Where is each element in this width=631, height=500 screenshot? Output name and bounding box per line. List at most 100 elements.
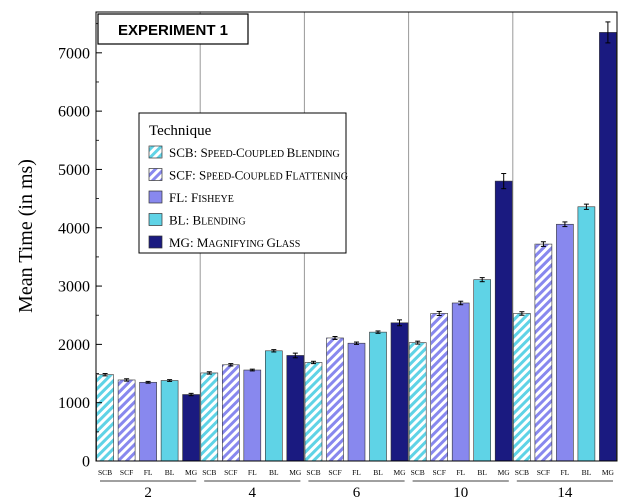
bars	[96, 32, 617, 462]
legend-label: BL: BLENDING	[169, 213, 246, 228]
bar-scf-14	[534, 243, 553, 462]
legend-item-fl: FL: FISHEYE	[148, 190, 234, 205]
legend-box	[138, 112, 347, 254]
bar-bl-10	[473, 279, 492, 462]
legend-swatch	[148, 190, 163, 204]
error-bar-scf-6	[332, 336, 338, 340]
error-bar-bl-4	[271, 349, 277, 353]
bar-fl-14	[556, 223, 574, 462]
bar-label-scb: SCB	[306, 468, 320, 477]
bar-label-mg: MG	[498, 468, 511, 477]
legend-label: FL: FISHEYE	[169, 190, 234, 205]
error-bar-mg-6	[397, 319, 402, 327]
legend-label: SCB: SPEED-COUPLED BLENDING	[169, 145, 340, 160]
error-bar-bl-14	[583, 203, 589, 210]
bar-label-bl: BL	[477, 468, 487, 477]
bar-scf-10	[430, 313, 449, 462]
bar-label-scb: SCB	[98, 468, 112, 477]
bar-label-bl: BL	[269, 468, 279, 477]
y-tick-label-4000: 4000	[58, 220, 90, 237]
bar-scb-6	[304, 362, 323, 462]
error-bars	[102, 21, 611, 397]
error-bar-scb-14	[519, 311, 525, 316]
error-bar-scf-2	[124, 378, 130, 382]
bar-label-scb: SCB	[202, 468, 216, 477]
chart-title-box: EXPERIMENT 1	[97, 13, 249, 45]
legend-swatch	[148, 213, 163, 226]
bar-label-scf: SCF	[224, 468, 237, 477]
bar-scf-6	[326, 337, 344, 462]
error-bar-scf-14	[540, 241, 546, 247]
bar-bl-2	[160, 380, 179, 462]
error-bar-scb-2	[102, 373, 108, 377]
y-tick-label-0: 0	[82, 454, 90, 471]
bar-mg-10	[494, 180, 513, 462]
x-tick-label-2: 2	[144, 485, 152, 500]
bar-label-mg: MG	[289, 468, 302, 477]
bar-scf-4	[222, 364, 240, 462]
error-bar-scf-10	[436, 310, 442, 317]
bar-mg-4	[286, 355, 305, 462]
y-tick-label-1000: 1000	[58, 395, 90, 412]
bar-fl-2	[139, 381, 157, 462]
bar-bl-14	[577, 206, 596, 462]
error-bar-scb-6	[311, 360, 316, 365]
bar-label-mg: MG	[602, 468, 615, 477]
legend-swatch	[148, 235, 163, 249]
bar-mg-6	[390, 322, 409, 462]
legend-title: Technique	[149, 123, 212, 139]
bar-label-bl: BL	[373, 468, 383, 477]
y-tick-label-3000: 3000	[58, 279, 90, 296]
plot-frame	[95, 11, 618, 462]
y-axis-label: Mean Time (in ms)	[15, 159, 37, 313]
error-bar-mg-10	[501, 173, 507, 190]
legend: Technique SCB: SPEED-COUPLED BLENDING SCF…	[138, 112, 348, 254]
legend-item-bl: BL: BLENDING	[148, 213, 246, 228]
bar-label-bl: BL	[165, 468, 175, 477]
bar-label-scf: SCF	[537, 468, 550, 477]
error-bar-mg-2	[188, 392, 194, 397]
bar-scf-2	[117, 379, 136, 462]
y-tick-label-5000: 5000	[58, 162, 90, 179]
bar-fl-10	[451, 302, 470, 462]
x-tick-label-6: 6	[353, 485, 361, 500]
error-bar-scb-10	[415, 340, 421, 345]
y-tick-label-7000: 7000	[58, 45, 90, 62]
bar-mg-14	[599, 32, 617, 462]
bar-bl-6	[369, 331, 387, 462]
legend-item-scb: SCB: SPEED-COUPLED BLENDING	[148, 145, 340, 160]
x-tick-label-14: 14	[557, 485, 573, 500]
legend-label: SCF: SPEED-COUPLED FLATTENING	[169, 168, 348, 183]
error-bar-bl-2	[167, 379, 173, 382]
bar-fl-6	[347, 342, 366, 462]
error-bar-mg-14	[605, 21, 611, 44]
bar-label-scf: SCF	[328, 468, 341, 477]
y-tick-label-2000: 2000	[58, 337, 90, 354]
bar-label-fl: FL	[561, 468, 570, 477]
x-tick-label-4: 4	[249, 485, 257, 500]
bar-label-scb: SCB	[411, 468, 425, 477]
y-axis: 0 1000 2000 3000 4000 5000 6000 7000	[58, 23, 102, 471]
legend-item-scf: SCF: SPEED-COUPLED FLATTENING	[148, 168, 348, 183]
bar-label-scb: SCB	[515, 468, 529, 477]
error-bar-fl-10	[458, 300, 464, 306]
error-bar-mg-4	[292, 352, 298, 359]
legend-swatch	[148, 168, 163, 181]
chart-title: EXPERIMENT 1	[118, 22, 228, 39]
bar-label-mg: MG	[185, 468, 198, 477]
error-bar-fl-4	[249, 368, 255, 372]
bar-label-fl: FL	[144, 468, 153, 477]
bar-bl-4	[264, 350, 283, 462]
error-bar-fl-14	[562, 221, 568, 228]
bar-scb-10	[408, 342, 427, 462]
legend-label: MG: MAGNIFYING GLASS	[169, 235, 300, 250]
error-bar-fl-6	[354, 341, 359, 345]
bar-label-mg: MG	[393, 468, 406, 477]
x-axis: SCB SCF FL BL MG 2 SCB SCF FL BL MG 4 SCB SCF FL BL MG 6 S…	[98, 468, 615, 500]
bar-fl-4	[243, 369, 262, 462]
bar-scb-2	[96, 374, 114, 462]
bar-scb-14	[513, 313, 531, 462]
bar-mg-2	[182, 394, 200, 462]
bar-label-fl: FL	[352, 468, 361, 477]
